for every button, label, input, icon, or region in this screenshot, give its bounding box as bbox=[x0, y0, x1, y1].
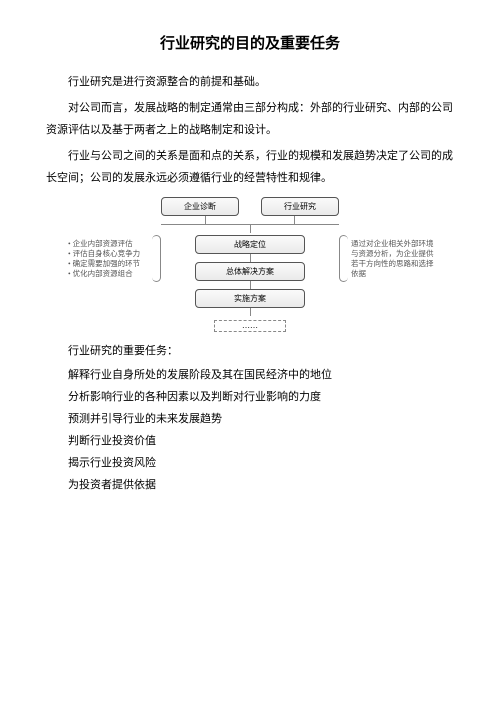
box-implementation: 实施方案 bbox=[195, 289, 305, 308]
connector-line bbox=[205, 216, 206, 224]
connector-line bbox=[294, 216, 295, 224]
diagram-join bbox=[60, 216, 440, 233]
left-bullet: 确定需要加强的环节 bbox=[68, 259, 155, 269]
box-strategy-position: 战略定位 bbox=[195, 235, 305, 254]
task-item: 判断行业投资价值 bbox=[46, 430, 454, 452]
brace-right-icon bbox=[339, 235, 348, 282]
right-note-text: 通过对企业相关外部环境与资源分析，为企业提供若干方向性的思路和选择依据 bbox=[345, 239, 440, 280]
page-title: 行业研究的目的及重要任务 bbox=[46, 32, 454, 53]
diagram-left-notes: 企业内部资源评估 评估自身核心竞争力 确定需要加强的环节 优化内部资源组合 bbox=[60, 235, 155, 280]
diagram-right-notes: 通过对企业相关外部环境与资源分析，为企业提供若干方向性的思路和选择依据 bbox=[345, 235, 440, 280]
brace-left-icon bbox=[152, 235, 161, 282]
paragraph-1: 行业研究是进行资源整合的前提和基础。 bbox=[46, 71, 454, 93]
document-page: 行业研究的目的及重要任务 行业研究是进行资源整合的前提和基础。 对公司而言，发展… bbox=[0, 0, 500, 516]
box-overall-solution: 总体解决方案 bbox=[195, 262, 305, 281]
connector-line bbox=[250, 281, 251, 289]
connector-line bbox=[250, 254, 251, 262]
flow-diagram: 企业诊断 行业研究 企业内部资源评估 评估自身核心竞争力 确定需要加强的环节 优… bbox=[60, 197, 440, 332]
diagram-top-row: 企业诊断 行业研究 bbox=[60, 197, 440, 216]
task-item: 揭示行业投资风险 bbox=[46, 452, 454, 474]
connector-line bbox=[250, 225, 251, 233]
left-bullet: 企业内部资源评估 bbox=[68, 239, 155, 249]
task-item: 解释行业自身所处的发展阶段及其在国民经济中的地位 bbox=[46, 364, 454, 386]
box-enterprise-diagnosis: 企业诊断 bbox=[161, 197, 239, 216]
box-ellipsis: …… bbox=[214, 320, 286, 332]
tasks-heading: 行业研究的重要任务： bbox=[46, 340, 454, 362]
diagram-mid-area: 企业内部资源评估 评估自身核心竞争力 确定需要加强的环节 优化内部资源组合 战略… bbox=[60, 235, 440, 332]
paragraph-3: 行业与公司之间的关系是面和点的关系，行业的规模和发展趋势决定了公司的成长空间；公… bbox=[46, 145, 454, 189]
left-bullet: 优化内部资源组合 bbox=[68, 269, 155, 279]
task-item: 分析影响行业的各种因素以及判断对行业影响的力度 bbox=[46, 386, 454, 408]
task-item: 预测并引导行业的未来发展趋势 bbox=[46, 408, 454, 430]
box-industry-research: 行业研究 bbox=[261, 197, 339, 216]
left-bullet: 评估自身核心竞争力 bbox=[68, 249, 155, 259]
paragraph-2: 对公司而言，发展战略的制定通常由三部分构成：外部的行业研究、内部的公司资源评估以… bbox=[46, 97, 454, 141]
connector-line bbox=[250, 308, 251, 316]
diagram-center-column: 战略定位 总体解决方案 实施方案 …… bbox=[155, 235, 345, 332]
task-item: 为投资者提供依据 bbox=[46, 474, 454, 496]
